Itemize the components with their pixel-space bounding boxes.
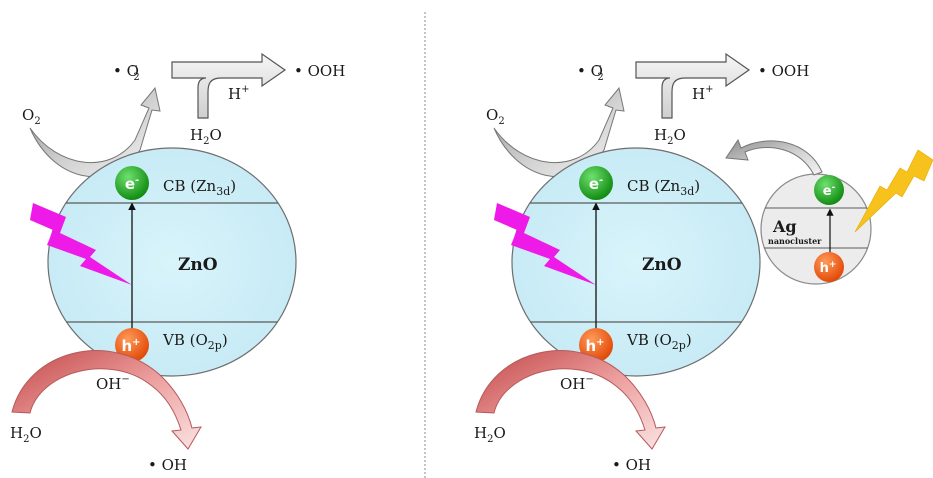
curved-arrow-icon — [29, 86, 161, 178]
water-bottom-label: H2O — [474, 424, 506, 445]
oxygen-label: O2 — [22, 106, 41, 127]
svg-text:e-: e- — [823, 183, 836, 199]
hydroxide-label: OH− — [96, 374, 130, 393]
curved-arrow-icon — [493, 86, 625, 178]
water-bottom-label: H2O — [10, 424, 42, 445]
lightning-icon — [494, 203, 596, 285]
electron: e- — [579, 166, 613, 200]
zno-particle — [47, 147, 297, 377]
hole: h+ — [579, 328, 613, 362]
proton-label: H+ — [228, 84, 249, 103]
block-arrow-icon — [635, 52, 751, 119]
vb-label: VB (O2p) — [162, 331, 228, 352]
svg-text:h+: h+ — [820, 260, 837, 276]
water-top-label: H2O — [654, 126, 686, 147]
curved-arrow-icon — [475, 350, 666, 450]
ag-electron: e- — [814, 175, 844, 205]
vb-label: VB (O2p) — [626, 331, 692, 352]
panel-left: e- h+ CB (Zn3d) ZnO VB (O2p) • O− 2 • OOH… — [10, 52, 345, 474]
water-top-label: H2O — [190, 126, 222, 147]
lightning-icon — [30, 203, 132, 285]
superoxide-radical: • O− 2 — [113, 61, 140, 83]
ag-sublabel: nanocluster — [768, 236, 822, 246]
curved-arrow-icon — [725, 138, 823, 176]
hydroxide-label: OH− — [560, 374, 594, 393]
svg-text:h+: h+ — [121, 337, 140, 355]
svg-text:e-: e- — [125, 175, 139, 193]
electron: e- — [115, 166, 149, 200]
lightning-icon — [854, 149, 933, 233]
ag-nanocluster: e- h+ Ag nanocluster — [760, 173, 872, 285]
ag-hole: h+ — [814, 252, 844, 282]
svg-text:e-: e- — [589, 175, 603, 193]
zno-particle — [511, 147, 761, 377]
hydroperoxyl-radical: • OOH — [758, 62, 809, 80]
ag-label: Ag — [772, 217, 797, 236]
panel-right: e- h+ CB (Zn3d) ZnO VB (O2p) • O− 2 • OOH… — [474, 52, 933, 474]
curved-arrow-icon — [11, 350, 202, 450]
material-label: ZnO — [178, 255, 218, 275]
cb-label: CB (Zn3d) — [627, 177, 700, 198]
hydroperoxyl-radical: • OOH — [294, 62, 345, 80]
cb-label: CB (Zn3d) — [163, 177, 236, 198]
hydroxyl-radical: • OH — [612, 456, 651, 474]
oxygen-label: O2 — [486, 106, 505, 127]
hydroxyl-radical: • OH — [148, 456, 187, 474]
proton-label: H+ — [692, 84, 713, 103]
material-label: ZnO — [642, 255, 682, 275]
svg-text:h+: h+ — [585, 337, 604, 355]
hole: h+ — [115, 328, 149, 362]
block-arrow-icon — [171, 52, 287, 119]
superoxide-radical: • O− 2 — [577, 61, 604, 83]
